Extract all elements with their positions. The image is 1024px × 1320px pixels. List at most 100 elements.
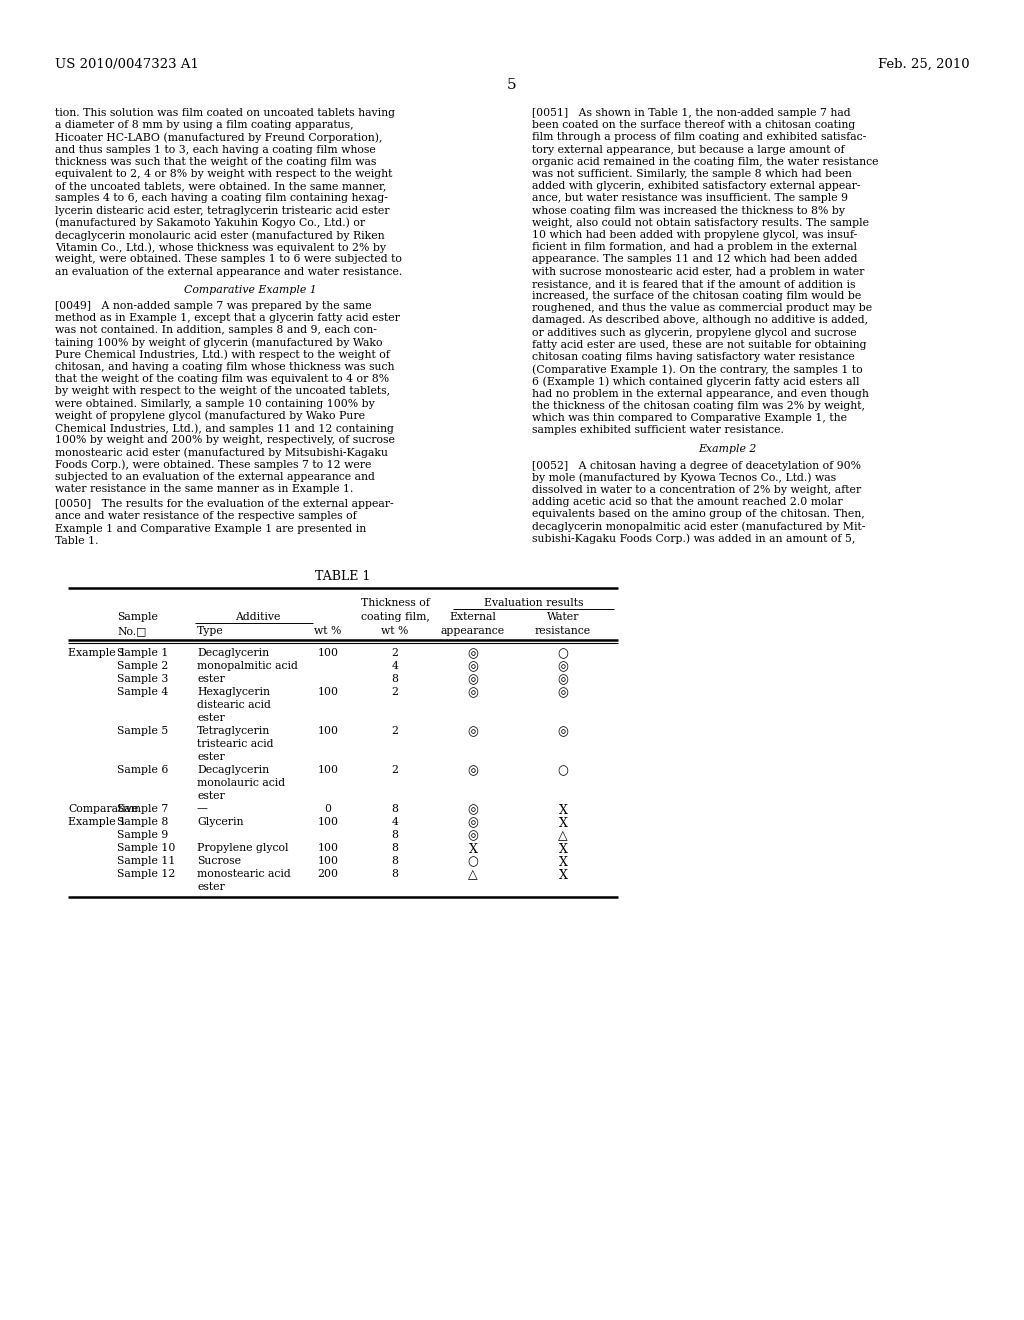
Text: ester: ester — [197, 791, 224, 801]
Text: Comparative: Comparative — [68, 804, 138, 813]
Text: Example 1: Example 1 — [68, 648, 126, 657]
Text: 8: 8 — [391, 804, 398, 813]
Text: Sample 9: Sample 9 — [117, 829, 168, 840]
Text: 100: 100 — [317, 648, 339, 657]
Text: 6 (Example 1) which contained glycerin fatty acid esters all: 6 (Example 1) which contained glycerin f… — [532, 376, 859, 387]
Text: Pure Chemical Industries, Ltd.) with respect to the weight of: Pure Chemical Industries, Ltd.) with res… — [55, 350, 390, 360]
Text: 200: 200 — [317, 869, 339, 879]
Text: ester: ester — [197, 882, 224, 891]
Text: coating film,: coating film, — [360, 612, 429, 622]
Text: monolauric acid: monolauric acid — [197, 777, 285, 788]
Text: ◎: ◎ — [557, 673, 568, 686]
Text: 100: 100 — [317, 817, 339, 826]
Text: ◎: ◎ — [468, 686, 478, 700]
Text: roughened, and thus the value as commercial product may be: roughened, and thus the value as commerc… — [532, 304, 872, 313]
Text: ◎: ◎ — [557, 726, 568, 739]
Text: 10 which had been added with propylene glycol, was insuf-: 10 which had been added with propylene g… — [532, 230, 857, 240]
Text: 100% by weight and 200% by weight, respectively, of sucrose: 100% by weight and 200% by weight, respe… — [55, 436, 395, 445]
Text: film through a process of film coating and exhibited satisfac-: film through a process of film coating a… — [532, 132, 866, 143]
Text: 8: 8 — [391, 855, 398, 866]
Text: ester: ester — [197, 673, 224, 684]
Text: taining 100% by weight of glycerin (manufactured by Wako: taining 100% by weight of glycerin (manu… — [55, 338, 383, 348]
Text: Vitamin Co., Ltd.), whose thickness was equivalent to 2% by: Vitamin Co., Ltd.), whose thickness was … — [55, 242, 386, 252]
Text: of the uncoated tablets, were obtained. In the same manner,: of the uncoated tablets, were obtained. … — [55, 181, 386, 191]
Text: (Comparative Example 1). On the contrary, the samples 1 to: (Comparative Example 1). On the contrary… — [532, 364, 862, 375]
Text: Decaglycerin: Decaglycerin — [197, 648, 269, 657]
Text: X: X — [558, 804, 567, 817]
Text: an evaluation of the external appearance and water resistance.: an evaluation of the external appearance… — [55, 267, 402, 277]
Text: 100: 100 — [317, 842, 339, 853]
Text: damaged. As described above, although no additive is added,: damaged. As described above, although no… — [532, 315, 868, 326]
Text: Example 1 and Comparative Example 1 are presented in: Example 1 and Comparative Example 1 are … — [55, 524, 367, 533]
Text: Sample 11: Sample 11 — [117, 855, 175, 866]
Text: and thus samples 1 to 3, each having a coating film whose: and thus samples 1 to 3, each having a c… — [55, 145, 376, 154]
Text: thickness was such that the weight of the coating film was: thickness was such that the weight of th… — [55, 157, 377, 166]
Text: TABLE 1: TABLE 1 — [315, 570, 371, 583]
Text: 8: 8 — [391, 869, 398, 879]
Text: X: X — [558, 855, 567, 869]
Text: (manufactured by Sakamoto Yakuhin Kogyo Co., Ltd.) or: (manufactured by Sakamoto Yakuhin Kogyo … — [55, 218, 366, 228]
Text: Type: Type — [197, 627, 224, 636]
Text: or additives such as glycerin, propylene glycol and sucrose: or additives such as glycerin, propylene… — [532, 327, 857, 338]
Text: Sample: Sample — [117, 612, 158, 622]
Text: 2: 2 — [391, 648, 398, 657]
Text: Sample 12: Sample 12 — [117, 869, 175, 879]
Text: ◎: ◎ — [468, 726, 478, 739]
Text: —: — — [197, 804, 208, 813]
Text: the thickness of the chitosan coating film was 2% by weight,: the thickness of the chitosan coating fi… — [532, 401, 865, 411]
Text: Example 1: Example 1 — [68, 817, 126, 826]
Text: Comparative Example 1: Comparative Example 1 — [183, 285, 316, 294]
Text: Hicoater HC-LABO (manufactured by Freund Corporation),: Hicoater HC-LABO (manufactured by Freund… — [55, 132, 383, 143]
Text: with sucrose monostearic acid ester, had a problem in water: with sucrose monostearic acid ester, had… — [532, 267, 864, 277]
Text: Sample 7: Sample 7 — [117, 804, 168, 813]
Text: Sample 5: Sample 5 — [117, 726, 168, 735]
Text: Sample 2: Sample 2 — [117, 660, 168, 671]
Text: ester: ester — [197, 713, 224, 722]
Text: a diameter of 8 mm by using a film coating apparatus,: a diameter of 8 mm by using a film coati… — [55, 120, 353, 131]
Text: X: X — [558, 817, 567, 829]
Text: Additive: Additive — [234, 612, 281, 622]
Text: Feb. 25, 2010: Feb. 25, 2010 — [879, 58, 970, 71]
Text: ◎: ◎ — [557, 686, 568, 700]
Text: 100: 100 — [317, 764, 339, 775]
Text: △: △ — [468, 869, 478, 882]
Text: adding acetic acid so that the amount reached 2.0 molar: adding acetic acid so that the amount re… — [532, 498, 843, 507]
Text: 2: 2 — [391, 764, 398, 775]
Text: Evaluation results: Evaluation results — [483, 598, 584, 609]
Text: ◎: ◎ — [468, 648, 478, 660]
Text: whose coating film was increased the thickness to 8% by: whose coating film was increased the thi… — [532, 206, 845, 215]
Text: added with glycerin, exhibited satisfactory external appear-: added with glycerin, exhibited satisfact… — [532, 181, 860, 191]
Text: increased, the surface of the chitosan coating film would be: increased, the surface of the chitosan c… — [532, 290, 861, 301]
Text: Sucrose: Sucrose — [197, 855, 241, 866]
Text: samples 4 to 6, each having a coating film containing hexag-: samples 4 to 6, each having a coating fi… — [55, 194, 388, 203]
Text: No.□: No.□ — [117, 627, 146, 636]
Text: ◎: ◎ — [468, 764, 478, 777]
Text: tion. This solution was film coated on uncoated tablets having: tion. This solution was film coated on u… — [55, 108, 395, 117]
Text: that the weight of the coating film was equivalent to 4 or 8%: that the weight of the coating film was … — [55, 374, 389, 384]
Text: samples exhibited sufficient water resistance.: samples exhibited sufficient water resis… — [532, 425, 784, 436]
Text: 4: 4 — [391, 817, 398, 826]
Text: Sample 4: Sample 4 — [117, 686, 168, 697]
Text: X: X — [558, 842, 567, 855]
Text: Propylene glycol: Propylene glycol — [197, 842, 289, 853]
Text: distearic acid: distearic acid — [197, 700, 271, 710]
Text: ance, but water resistance was insufficient. The sample 9: ance, but water resistance was insuffici… — [532, 194, 848, 203]
Text: 100: 100 — [317, 686, 339, 697]
Text: chitosan coating films having satisfactory water resistance: chitosan coating films having satisfacto… — [532, 352, 855, 362]
Text: resistance: resistance — [535, 627, 591, 636]
Text: [0050]   The results for the evaluation of the external appear-: [0050] The results for the evaluation of… — [55, 499, 393, 510]
Text: ○: ○ — [468, 855, 478, 869]
Text: ◎: ◎ — [468, 660, 478, 673]
Text: ◎: ◎ — [468, 829, 478, 842]
Text: been coated on the surface thereof with a chitosan coating: been coated on the surface thereof with … — [532, 120, 855, 131]
Text: Decaglycerin: Decaglycerin — [197, 764, 269, 775]
Text: Water: Water — [547, 612, 580, 622]
Text: fatty acid ester are used, these are not suitable for obtaining: fatty acid ester are used, these are not… — [532, 339, 866, 350]
Text: Thickness of: Thickness of — [360, 598, 429, 609]
Text: water resistance in the same manner as in Example 1.: water resistance in the same manner as i… — [55, 484, 353, 494]
Text: which was thin compared to Comparative Example 1, the: which was thin compared to Comparative E… — [532, 413, 847, 422]
Text: was not sufficient. Similarly, the sample 8 which had been: was not sufficient. Similarly, the sampl… — [532, 169, 852, 180]
Text: weight of propylene glycol (manufactured by Wako Pure: weight of propylene glycol (manufactured… — [55, 411, 365, 421]
Text: External: External — [450, 612, 497, 622]
Text: ◎: ◎ — [468, 804, 478, 817]
